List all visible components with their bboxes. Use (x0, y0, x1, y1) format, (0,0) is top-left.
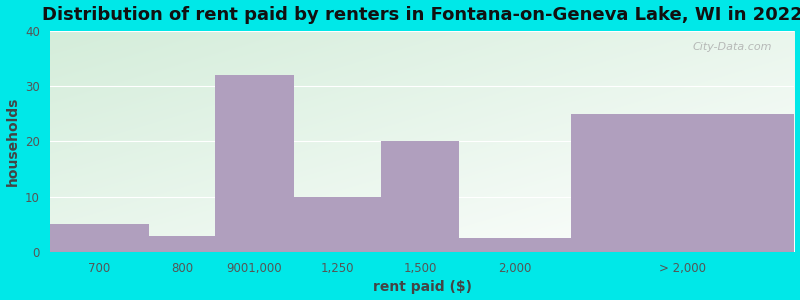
Bar (571, 114, 794, 252)
Bar (149, 236, 215, 252)
Bar (50, 224, 149, 252)
Title: Distribution of rent paid by renters in Fontana-on-Geneva Lake, WI in 2022: Distribution of rent paid by renters in … (42, 6, 800, 24)
Bar (381, 141, 459, 252)
Y-axis label: households: households (6, 97, 19, 186)
Text: City-Data.com: City-Data.com (693, 42, 772, 52)
Bar (294, 197, 381, 252)
Bar (215, 75, 294, 252)
Bar (459, 238, 571, 252)
X-axis label: rent paid ($): rent paid ($) (373, 280, 471, 294)
